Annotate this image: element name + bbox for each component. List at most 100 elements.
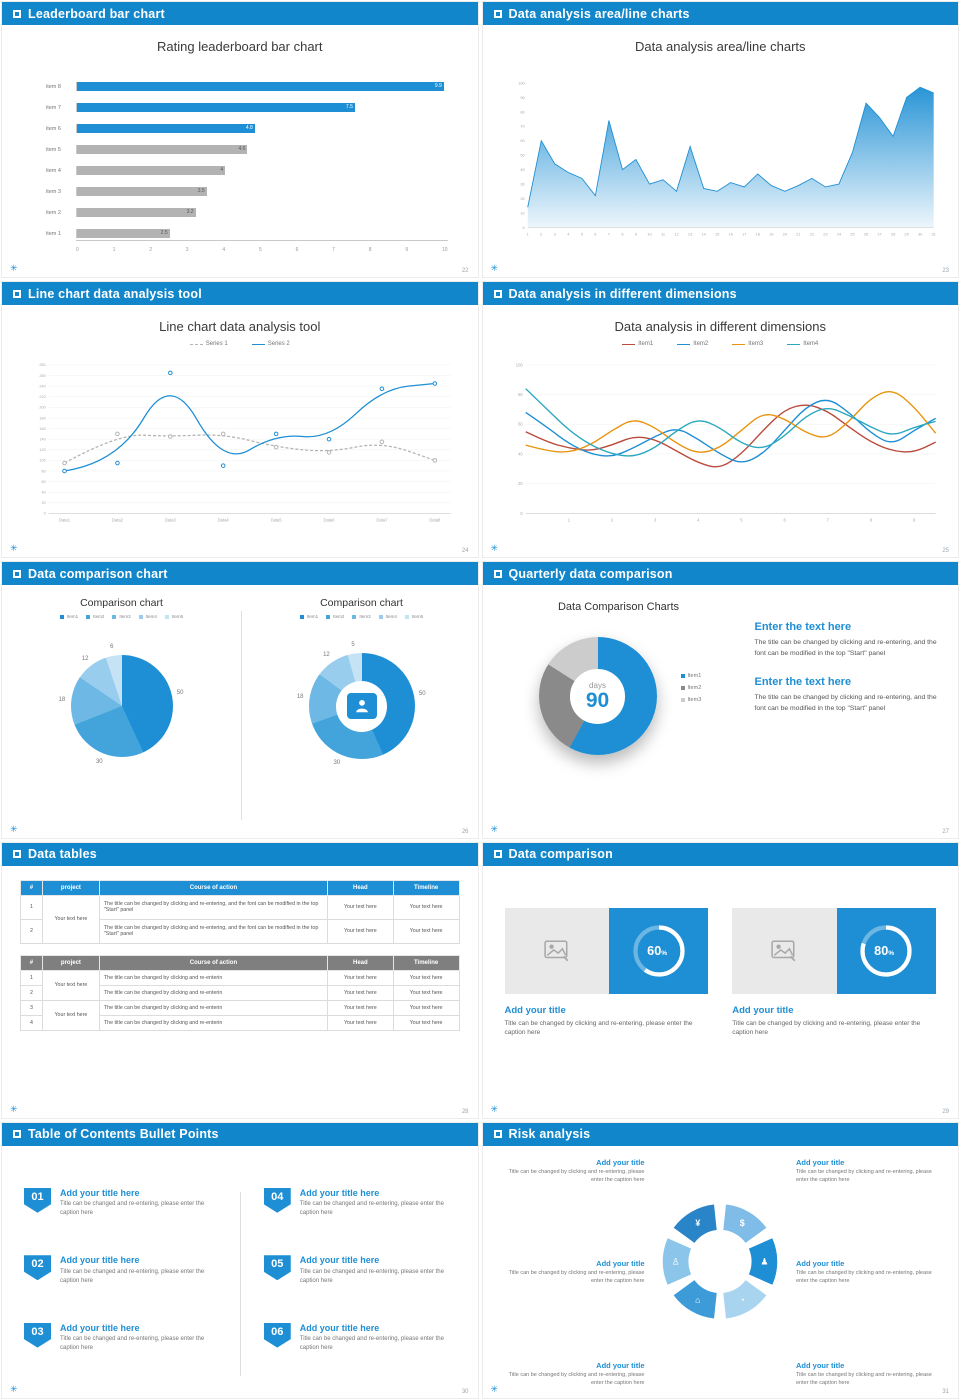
dimensions-chart-svg: 0 20 40 60 80 100 1 2 3 4 5 6 7 8 9 [515,362,936,523]
risk-text-block: Add your title Title can be changed by cl… [796,1158,934,1185]
pie-panel-right: Comparison chart Item1 Item2 Item3 Item4 Ite… [242,585,478,837]
slide-line-chart-tool[interactable]: Line chart data analysis tool Line chart… [1,281,479,559]
risk-text-block: Add your title Title can be changed by cl… [507,1259,645,1286]
bar-value-label: 9.9 [434,83,442,90]
y-tick-label: 100 [518,80,525,85]
brand-logo-icon: ✳ [490,263,499,274]
cell-course: The title can be changed by clicking and… [98,918,328,944]
bar-category-label: item 8 [46,83,61,90]
line-chart-svg: 0 20 40 60 80 100 120 140 160 180 200 220 240 260 280 D… [39,363,451,523]
toc-number-badge: 03 [24,1322,51,1348]
slide-header-title: Data analysis area/line charts [508,6,690,21]
data-point [168,434,173,439]
y-tick-label: 80 [42,469,46,473]
x-tick-label: Data3 [165,518,177,523]
y-tick-label: 100 [39,459,45,463]
legend-item: Item1 [59,614,79,620]
data-point [432,381,438,386]
risk-block-caption: Title can be changed by clicking and re-… [508,1270,645,1285]
table-row: 3 Your text here The title can be changed … [20,999,460,1031]
x-tick-label: 15 [714,231,719,236]
data-point [168,370,173,376]
x-tick-label: 29 [904,231,909,236]
slide-quarterly-comparison[interactable]: Quarterly data comparison Data Compariso… [481,561,959,839]
y-tick-label: 160 [39,427,45,431]
y-tick-label: 20 [42,501,46,505]
image-placeholder [732,907,837,994]
column-header: # [20,879,43,896]
quarterly-donut-chart: days 90 [538,637,657,756]
column-header: # [20,954,43,971]
comparison-card: 80% Add your title Title can be changed … [732,907,936,1039]
y-tick-label: 80 [518,392,523,397]
bar-row: item 2 3.2 [46,207,448,218]
chart-title: Comparison chart [80,597,163,610]
cell-course: The title can be changed by clicking and… [98,999,328,1016]
legend-swatch [732,343,746,345]
legend-swatch [378,614,383,619]
bar-value-label: 7.5 [345,104,353,111]
image-placeholder-icon [543,940,569,961]
x-tick-label: 6 [783,518,786,523]
risk-text-block: Add your title Title can be changed by cl… [796,1361,934,1388]
slide-risk-analysis[interactable]: Risk analysis Add your title Title can be… [481,1121,959,1399]
y-tick-label: 280 [39,363,45,367]
cell-head: Your text here [326,969,394,986]
slide-data-comparison-chart[interactable]: Data comparison chart Comparison chart I… [1,561,479,839]
slide-toc-bullet-points[interactable]: Table of Contents Bullet Points 01 Add yo… [1,1121,479,1399]
ring-value: 80% [874,944,894,958]
toc-item-title: Add your title here [60,1322,140,1333]
dimensions-chart: 0 20 40 60 80 100 1 2 3 4 5 6 7 8 9 [503,357,945,539]
slide-data-comparison-cards[interactable]: Data comparison 60% Add your title Title… [481,841,959,1119]
bar-track: 9.9 [76,82,448,91]
toc-text: Add your title here Title can be changed … [300,1188,456,1219]
legend-item: Item3 [680,697,701,703]
toc-item: 01 Add your title here Title can be change… [24,1187,216,1247]
legend-item: Item5 [404,614,423,619]
series-line [524,388,936,457]
progress-ring: 60% [608,907,709,994]
leaderboard-chart: item 8 9.9 item 7 7.5 item 6 4.8 item 5 4.6 item… [46,81,448,253]
ring-progress [632,924,685,977]
y-tick-label: 60 [42,480,46,484]
y-tick-label: 40 [520,167,525,172]
pie-chart-icon: ◔ [740,1295,745,1305]
person-glyph [355,700,368,713]
toc-text: Add your title here Title can be changed … [300,1255,456,1286]
x-tick-label: Data8 [429,518,441,523]
brand-logo-icon: ✳ [10,263,18,274]
slide-leaderboard-bar-chart[interactable]: Leaderboard bar chart Rating leaderboard… [1,1,479,279]
toc-grid: 01 Add your title here Title can be change… [24,1187,456,1382]
slide-body: 60% Add your title Title can be changed … [483,866,959,1118]
brand-logo-icon: ✳ [10,823,18,834]
legend-label: Series 2 [267,341,290,348]
cell-head: Your text here [326,984,394,1001]
slide-body: Add your title Title can be changed by cl… [483,1146,959,1398]
progress-ring: 80% [836,907,936,994]
table-row: 2 The title can be changed by clicking an… [20,984,460,1001]
slide-header-bar: Table of Contents Bullet Points [2,1122,478,1146]
x-tick-label: 11 [660,231,664,236]
area-chart: 0 10 20 30 40 50 60 70 80 90 100 1 2 3 4 5 6 7 8 9 10 11 12 13 1… [509,71,943,253]
slide-data-tables[interactable]: Data tables # project Course of action Head… [1,841,479,1119]
y-tick-label: 140 [39,438,45,442]
toc-item-caption: Title can be changed and re-entering, pl… [60,1201,205,1217]
card-visual: 80% [732,907,936,994]
legend-label: Series 1 [205,341,228,348]
risk-segment [748,1238,778,1286]
data-point [379,439,385,445]
slide-body: Comparison chart Item1 Item2 Item3 Item4 Ite… [2,585,478,837]
y-tick-label: 260 [39,374,45,378]
y-tick-label: 200 [39,406,45,410]
cell-number: 1 [20,969,43,986]
slide-header-title: Quarterly data comparison [508,566,673,581]
slide-area-line-charts[interactable]: Data analysis area/line charts Data anal… [481,1,959,279]
column-header: Head [326,879,394,896]
legend-label: Item1 [66,614,79,620]
column-header: Course of action [98,954,328,971]
slide-dimensions-chart[interactable]: Data analysis in different dimensions Da… [481,281,959,559]
risk-block-caption: Title can be changed by clicking and re-… [508,1168,645,1183]
legend-swatch [677,343,691,345]
